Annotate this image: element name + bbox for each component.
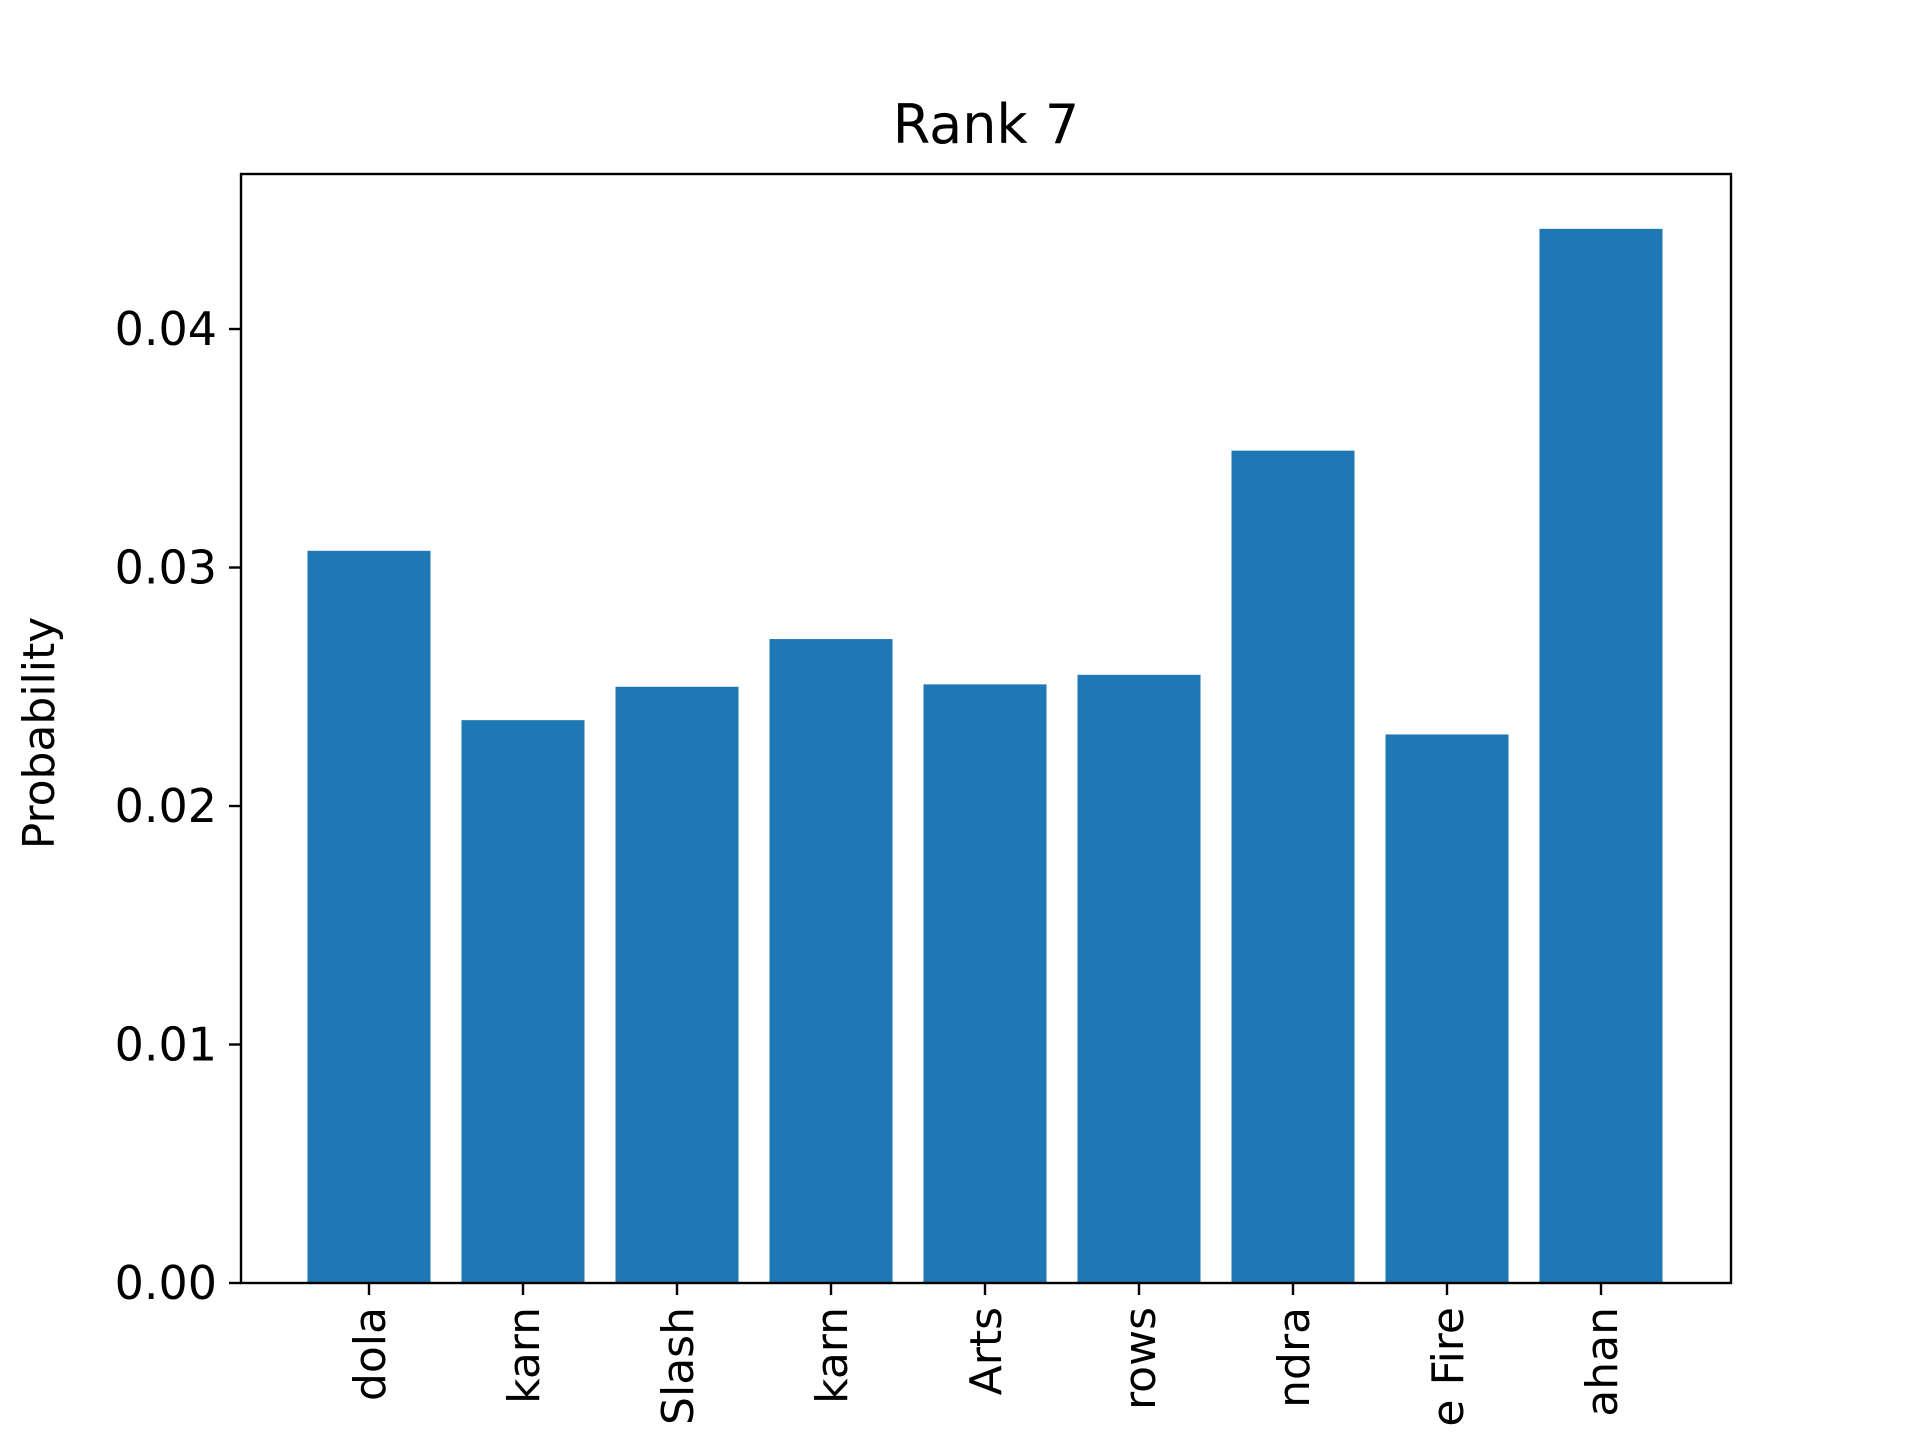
y-tick-label-2: 0.01 bbox=[115, 1018, 217, 1072]
bar-9 bbox=[1539, 228, 1663, 1283]
x-tick-label-8: e Fire bbox=[1423, 1307, 1474, 1427]
y-axis: 0.00 0.01 0.02 0.03 0.04 bbox=[115, 302, 241, 1310]
x-tick-label-5: Arts bbox=[961, 1307, 1012, 1395]
x-tick-label-9: ahan bbox=[1577, 1307, 1628, 1417]
bar-3 bbox=[615, 686, 739, 1283]
y-tick-label-1: 0.00 bbox=[115, 1256, 217, 1310]
bar-2 bbox=[461, 720, 585, 1283]
bars-group bbox=[307, 228, 1663, 1283]
x-axis: dola karn Slash karn Arts rows ndra e Fire ahan bbox=[345, 1283, 1628, 1427]
y-tick-label-3: 0.02 bbox=[115, 779, 217, 833]
plot-frame bbox=[239, 172, 1733, 1285]
x-tick-label-3: Slash bbox=[653, 1307, 704, 1425]
bar-6 bbox=[1077, 674, 1201, 1283]
y-axis-label: Probability bbox=[14, 617, 65, 850]
chart-title: Rank 7 bbox=[893, 93, 1079, 156]
x-tick-label-7: ndra bbox=[1269, 1307, 1320, 1408]
y-tick-label-5: 0.04 bbox=[115, 302, 217, 356]
bar-5 bbox=[923, 684, 1047, 1283]
bar-1 bbox=[307, 550, 431, 1283]
x-tick-label-4: karn bbox=[807, 1307, 858, 1404]
x-tick-label-6: rows bbox=[1115, 1307, 1166, 1410]
bar-7 bbox=[1231, 450, 1355, 1283]
y-tick-label-4: 0.03 bbox=[115, 541, 217, 595]
x-tick-label-2: karn bbox=[499, 1307, 550, 1404]
bar-8 bbox=[1385, 734, 1509, 1283]
x-tick-label-1: dola bbox=[345, 1307, 396, 1401]
bar-4 bbox=[769, 639, 893, 1283]
